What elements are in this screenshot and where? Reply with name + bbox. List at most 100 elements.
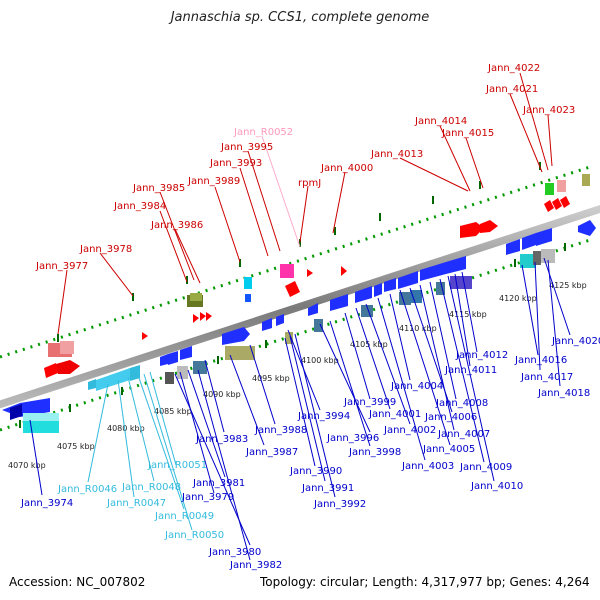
label-jann-3999: Jann_3999 — [343, 397, 396, 408]
gene-block — [244, 277, 252, 289]
label-jann-3985: Jann_3985 — [132, 183, 185, 194]
upper-track-ticks — [57, 162, 541, 342]
gene-block — [450, 276, 472, 289]
label-jann-4018: Jann_4018 — [537, 388, 590, 399]
gene-arrow — [446, 256, 466, 274]
label-jann-3984: Jann_3984 — [113, 201, 166, 212]
gene-arrow — [180, 346, 192, 360]
gene-arrow — [480, 220, 498, 233]
gene-block — [190, 293, 202, 301]
gene-arrow — [308, 303, 318, 316]
gene-arrow — [130, 365, 140, 381]
gene-block — [280, 264, 294, 278]
scale-4070: 4070 kbp — [8, 461, 46, 470]
gene-block — [582, 174, 590, 186]
label-jann-r0052: Jann_R0052 — [233, 127, 293, 138]
gene-arrow — [276, 314, 284, 326]
label-jann-3990: Jann_3990 — [289, 466, 342, 477]
label-jann-r0048: Jann_R0048 — [121, 482, 181, 493]
lower-genes — [2, 220, 596, 433]
label-jann-4022: Jann_4022 — [487, 63, 540, 74]
label-jann-4010: Jann_4010 — [470, 481, 523, 492]
gene-block — [545, 183, 554, 195]
gene-arrow — [552, 198, 562, 210]
gene-arrow — [522, 233, 536, 250]
gene-arrow — [200, 312, 206, 321]
gene-arrow — [560, 196, 570, 208]
label-jann-3994: Jann_3994 — [297, 411, 350, 422]
bottom-labels: Jann_3974 Jann_R0046 Jann_R0047 Jann_R00… — [20, 336, 600, 571]
genome-backbone — [0, 205, 600, 409]
label-jann-r0046: Jann_R0046 — [57, 484, 117, 495]
label-jann-4014: Jann_4014 — [414, 116, 467, 127]
accession-text: Accession: NC_007802 — [9, 575, 146, 589]
label-jann-4008: Jann_4008 — [435, 398, 488, 409]
label-jann-4001: Jann_4001 — [368, 409, 421, 420]
gene-arrow — [44, 363, 58, 378]
label-jann-3979: Jann_3979 — [181, 492, 234, 503]
scale-4115: 4115 kbp — [449, 310, 487, 319]
gene-block — [193, 361, 207, 374]
cyan-connectors — [87, 371, 193, 531]
summary-text: Topology: circular; Length: 4,317,977 bp… — [260, 575, 590, 589]
label-jann-3991: Jann_3991 — [301, 483, 354, 494]
gene-arrow — [355, 286, 372, 303]
label-jann-r0050: Jann_R0050 — [164, 530, 224, 541]
gene-arrow — [160, 354, 168, 366]
label-jann-3996: Jann_3996 — [326, 433, 379, 444]
label-jann-3978: Jann_3978 — [79, 244, 132, 255]
map-title: Jannaschia sp. CCS1, complete genome — [170, 10, 430, 25]
scale-labels: 4070 kbp 4075 kbp 4080 kbp 4085 kbp 4090… — [8, 281, 587, 470]
scale-4100: 4100 kbp — [301, 356, 339, 365]
lower-connectors — [29, 257, 571, 561]
label-jann-3998: Jann_3998 — [348, 447, 401, 458]
label-jann-3983: Jann_3983 — [195, 434, 248, 445]
gene-arrow — [307, 269, 313, 277]
label-jann-4017: Jann_4017 — [520, 372, 573, 383]
gene-arrow — [168, 351, 178, 365]
label-jann-4004: Jann_4004 — [390, 381, 443, 392]
gene-arrow — [88, 379, 96, 390]
scale-4090: 4090 kbp — [203, 390, 241, 399]
gene-block — [225, 346, 255, 360]
gene-arrow — [142, 332, 148, 340]
label-jann-4016: Jann_4016 — [514, 355, 567, 366]
label-jann-4012: Jann_4012 — [455, 350, 508, 361]
gene-block — [165, 372, 174, 384]
gene-block — [314, 319, 323, 332]
label-jann-4023: Jann_4023 — [522, 105, 575, 116]
label-jann-4009: Jann_4009 — [459, 462, 512, 473]
gene-block — [533, 251, 541, 265]
gene-arrow — [384, 278, 396, 292]
gene-block — [520, 254, 536, 268]
gene-arrow — [544, 200, 554, 212]
label-jann-4006: Jann_4006 — [424, 412, 477, 423]
label-rpmj: rpmJ — [298, 178, 321, 189]
gene-block — [245, 294, 251, 302]
label-jann-4003: Jann_4003 — [401, 461, 454, 472]
upper-connectors — [57, 72, 553, 335]
gene-arrow — [330, 294, 348, 311]
gene-block — [23, 413, 59, 421]
gene-arrow — [56, 360, 80, 374]
gene-arrow — [506, 239, 520, 255]
gene-arrow — [222, 327, 250, 345]
label-jann-r0051: Jann_R0051 — [147, 460, 207, 471]
scale-4095: 4095 kbp — [252, 374, 290, 383]
label-jann-3986: Jann_3986 — [150, 220, 203, 231]
label-jann-3995: Jann_3995 — [220, 142, 273, 153]
label-jann-3992: Jann_3992 — [313, 499, 366, 510]
label-jann-3981: Jann_3981 — [192, 478, 245, 489]
gene-arrow — [374, 283, 382, 297]
label-jann-4013: Jann_4013 — [370, 149, 423, 160]
gene-block — [410, 290, 422, 303]
scale-4080: 4080 kbp — [107, 424, 145, 433]
scale-4125: 4125 kbp — [549, 281, 587, 290]
label-jann-3989: Jann_3989 — [187, 176, 240, 187]
scale-4105: 4105 kbp — [350, 340, 388, 349]
label-jann-r0047: Jann_R0047 — [106, 498, 166, 509]
label-jann-4015: Jann_4015 — [441, 128, 494, 139]
label-jann-4002: Jann_4002 — [383, 425, 436, 436]
